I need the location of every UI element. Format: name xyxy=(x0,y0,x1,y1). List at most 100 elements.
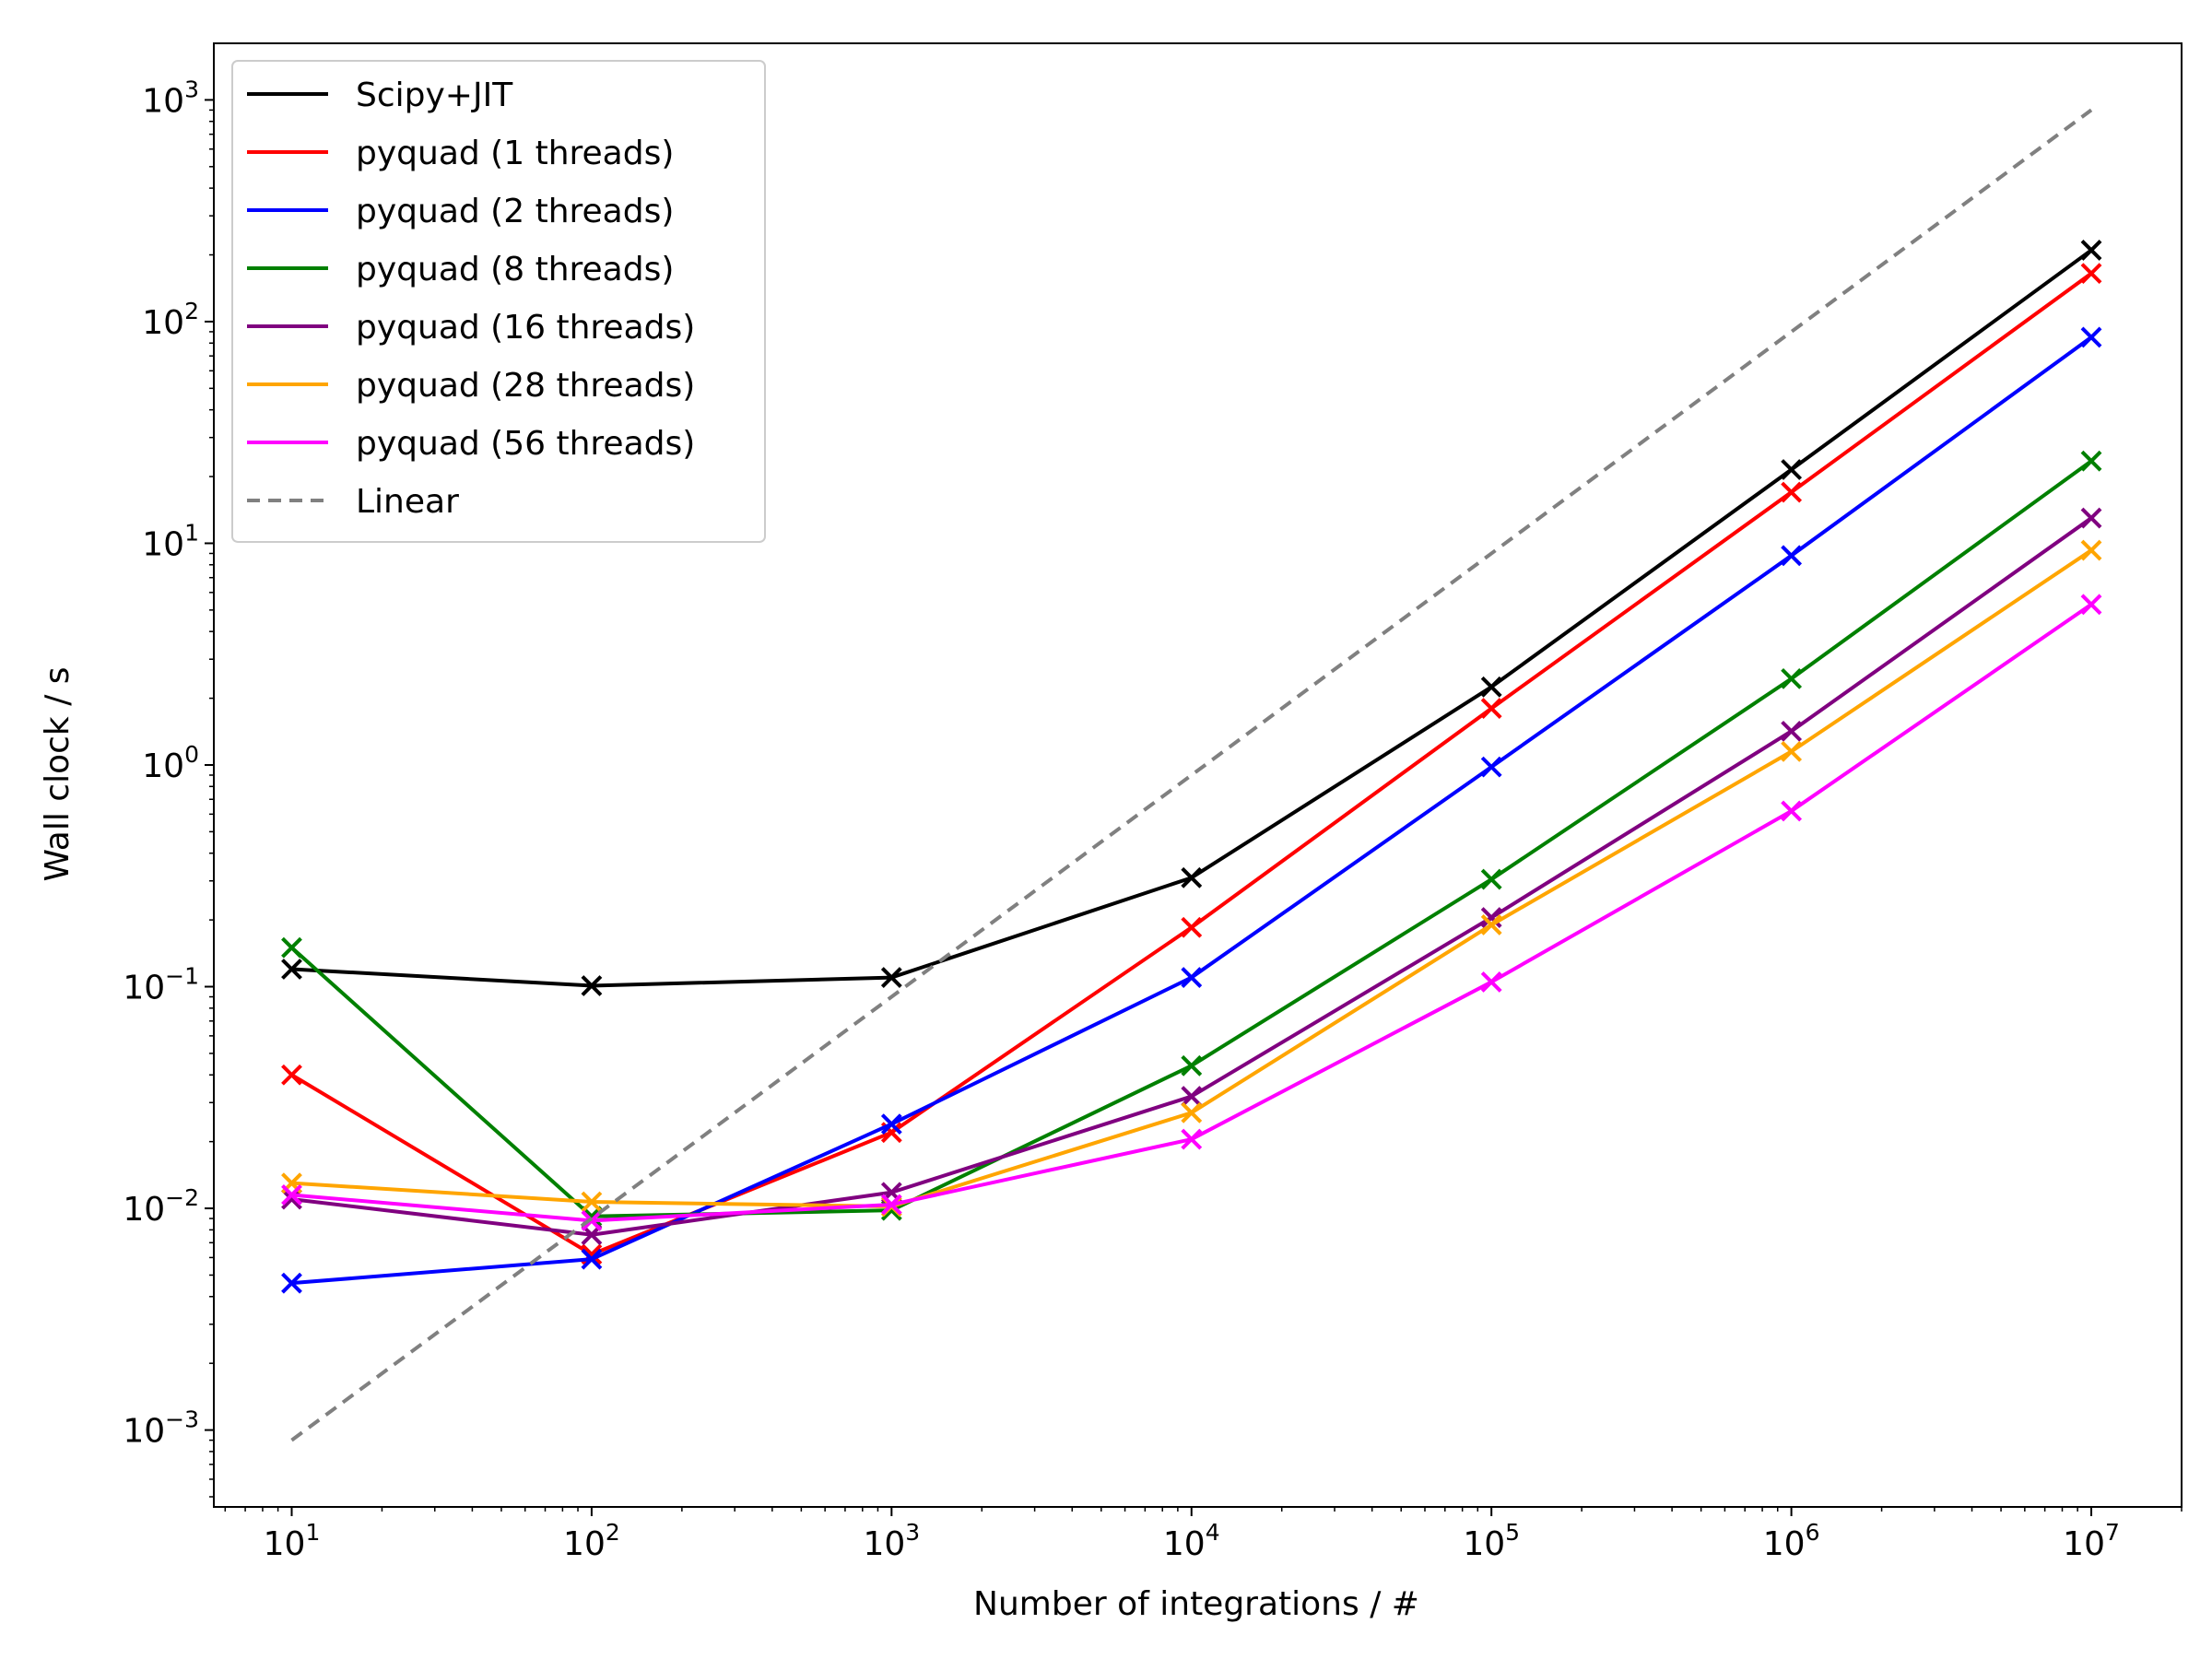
x-tick-base: 10 xyxy=(264,1525,306,1563)
data-point-marker xyxy=(2080,326,2102,348)
data-point-marker xyxy=(2080,240,2102,261)
series-linear xyxy=(290,108,2093,1442)
x-tick-label: 107 xyxy=(2063,1519,2120,1563)
data-point-marker xyxy=(281,1064,302,1086)
data-point-marker xyxy=(1181,916,1203,938)
legend: Scipy+JIT pyquad (1 threads) pyquad (2 thr… xyxy=(231,60,766,543)
x-axis: 101 102 103 104 105 106 107 xyxy=(224,1507,2183,1563)
y-tick-base: 10 xyxy=(123,970,165,1007)
x-tick-label: 106 xyxy=(1763,1519,1820,1563)
legend-item-pyquad-2-threads: pyquad (2 threads) xyxy=(247,193,674,230)
data-point-marker xyxy=(581,1248,603,1270)
y-tick-exponent: −1 xyxy=(165,963,199,990)
legend-item-pyquad-28-threads: pyquad (28 threads) xyxy=(247,367,695,405)
data-point-marker xyxy=(1781,740,1803,762)
series-line xyxy=(290,108,2093,1442)
data-point-marker xyxy=(281,959,302,980)
x-tick-exponent: 7 xyxy=(2105,1519,2120,1546)
data-point-marker xyxy=(880,967,902,988)
legend-box xyxy=(231,60,766,543)
data-point-marker xyxy=(1480,756,1502,778)
data-point-marker xyxy=(880,1194,902,1216)
y-tick-exponent: 2 xyxy=(184,298,199,324)
data-point-marker xyxy=(1480,907,1502,928)
data-point-marker xyxy=(1480,914,1502,935)
series-layer xyxy=(281,108,2102,1442)
data-point-marker xyxy=(1781,459,1803,480)
x-axis-label: Number of integrations / # xyxy=(973,1585,1419,1623)
data-point-marker xyxy=(2080,507,2102,529)
y-tick-base: 10 xyxy=(142,304,184,342)
data-point-marker xyxy=(1480,971,1502,993)
data-point-marker xyxy=(281,1188,302,1210)
data-point-marker xyxy=(1181,967,1203,988)
legend-label: pyquad (16 threads) xyxy=(356,309,695,347)
data-point-marker xyxy=(880,1113,902,1135)
data-point-marker xyxy=(1781,545,1803,567)
y-axis-label: Wall clock / s xyxy=(39,666,76,881)
y-tick-exponent: −3 xyxy=(165,1406,199,1433)
x-tick-base: 10 xyxy=(1763,1525,1806,1563)
x-tick-exponent: 3 xyxy=(905,1519,920,1546)
x-tick-base: 10 xyxy=(563,1525,606,1563)
data-point-marker xyxy=(1781,720,1803,742)
legend-item-pyquad-56-threads: pyquad (56 threads) xyxy=(247,425,695,463)
legend-label: pyquad (8 threads) xyxy=(356,251,674,288)
y-tick-exponent: 3 xyxy=(184,76,199,102)
series-pyquad-1-threads xyxy=(281,263,2102,1265)
series-pyquad-8-threads xyxy=(281,450,2102,1228)
data-point-marker xyxy=(1181,1101,1203,1124)
y-tick-exponent: 0 xyxy=(184,741,199,768)
data-point-marker xyxy=(2080,263,2102,285)
legend-item-pyquad-8-threads: pyquad (8 threads) xyxy=(247,251,674,288)
data-point-marker xyxy=(2080,594,2102,616)
x-tick-base: 10 xyxy=(1463,1525,1505,1563)
data-point-marker xyxy=(2080,450,2102,472)
data-point-marker xyxy=(1480,676,1502,698)
data-point-marker xyxy=(1181,1086,1203,1107)
legend-label: pyquad (28 threads) xyxy=(356,367,695,405)
data-point-marker xyxy=(1480,868,1502,890)
legend-label: pyquad (2 threads) xyxy=(356,193,674,230)
legend-item-pyquad-1-threads: pyquad (1 threads) xyxy=(247,135,674,172)
y-tick-label: 100 xyxy=(142,741,199,785)
legend-label: pyquad (56 threads) xyxy=(356,425,695,463)
y-tick-exponent: −2 xyxy=(165,1184,199,1211)
x-tick-exponent: 5 xyxy=(1505,1519,1520,1546)
x-tick-base: 10 xyxy=(2063,1525,2105,1563)
x-tick-base: 10 xyxy=(1163,1525,1206,1563)
x-tick-label: 104 xyxy=(1163,1519,1220,1563)
x-tick-exponent: 6 xyxy=(1806,1519,1820,1546)
y-tick-base: 10 xyxy=(123,1191,165,1229)
x-tick-base: 10 xyxy=(863,1525,905,1563)
y-tick-label: 10−1 xyxy=(123,963,199,1007)
y-tick-exponent: 1 xyxy=(184,519,199,546)
y-tick-label: 102 xyxy=(142,298,199,342)
y-tick-base: 10 xyxy=(142,82,184,120)
series-pyquad-16-threads xyxy=(281,507,2102,1246)
x-tick-exponent: 4 xyxy=(1206,1519,1220,1546)
legend-label: Linear xyxy=(356,483,459,521)
data-point-marker xyxy=(281,936,302,959)
x-tick-exponent: 1 xyxy=(305,1519,320,1546)
data-point-marker xyxy=(1181,1128,1203,1150)
data-point-marker xyxy=(1480,698,1502,720)
data-point-marker xyxy=(581,1191,603,1213)
legend-label: pyquad (1 threads) xyxy=(356,135,674,172)
y-tick-label: 10−2 xyxy=(123,1184,199,1229)
x-tick-label: 102 xyxy=(563,1519,620,1563)
data-point-marker xyxy=(1781,481,1803,503)
data-point-marker xyxy=(1181,866,1203,888)
x-tick-label: 105 xyxy=(1463,1519,1520,1563)
x-tick-label: 103 xyxy=(863,1519,920,1563)
y-tick-base: 10 xyxy=(142,525,184,563)
y-tick-base: 10 xyxy=(142,747,184,785)
series-pyquad-2-threads xyxy=(281,326,2102,1294)
data-point-marker xyxy=(281,1184,302,1206)
data-point-marker xyxy=(581,975,603,996)
legend-item-pyquad-16-threads: pyquad (16 threads) xyxy=(247,309,695,347)
data-point-marker xyxy=(1181,1054,1203,1077)
y-tick-label: 10−3 xyxy=(123,1406,199,1451)
y-tick-label: 101 xyxy=(142,519,199,563)
